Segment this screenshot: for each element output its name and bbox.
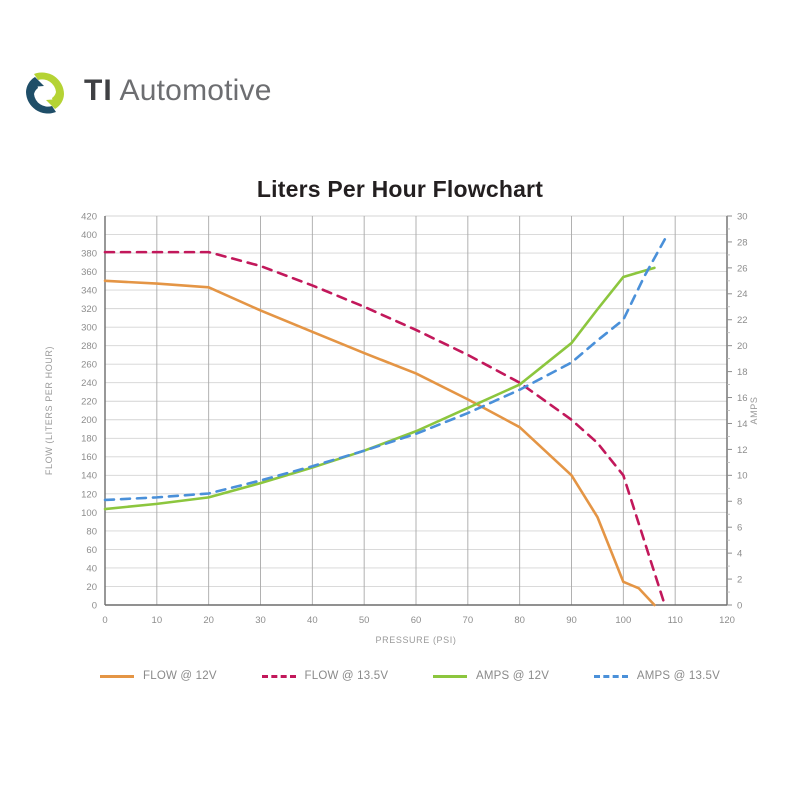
chart-legend: FLOW @ 12V FLOW @ 13.5V AMPS @ 12V AMPS @ 1… xyxy=(100,662,720,690)
legend-label: AMPS @ 13.5V xyxy=(636,670,720,682)
y2-axis-tick-label: 28 xyxy=(737,237,748,248)
flow-amps-line-chart: 0204060801001201401601802002202402602803… xyxy=(44,211,759,645)
y-axis-tick-label: 80 xyxy=(86,526,97,537)
legend-item-amps-13-5v[interactable]: AMPS @ 13.5V xyxy=(593,670,720,682)
x-axis-tick-label: 60 xyxy=(411,615,422,626)
x-axis-tick-label: 10 xyxy=(152,615,163,626)
y2-axis-tick-label: 14 xyxy=(737,419,748,430)
y-axis-tick-label: 200 xyxy=(81,415,97,426)
brand-logo: TI Automotive xyxy=(14,62,314,132)
legend-item-flow-13-5v[interactable]: FLOW @ 13.5V xyxy=(261,670,389,682)
series-line-amps-13-5v xyxy=(103,238,667,502)
x-axis-tick-label: 110 xyxy=(668,615,683,626)
y2-axis-tick-label: 24 xyxy=(737,289,748,300)
y-axis-tick-label: 260 xyxy=(81,360,97,371)
legend-swatch xyxy=(261,674,296,678)
y2-axis-tick-label: 4 xyxy=(737,549,742,560)
x-axis-tick-label: 50 xyxy=(359,615,370,626)
x-axis-tick-label: 90 xyxy=(566,615,577,626)
legend-item-flow-12v[interactable]: FLOW @ 12V xyxy=(100,670,217,682)
y2-axis-tick-label: 22 xyxy=(737,315,748,326)
y-axis-tick-label: 180 xyxy=(81,434,97,445)
y-axis-tick-label: 20 xyxy=(86,582,97,593)
y2-axis-tick-label: 6 xyxy=(737,523,742,534)
y2-axis-tick-label: 20 xyxy=(737,341,748,352)
y2-axis-tick-label: 8 xyxy=(737,497,742,508)
x-axis-tick-label: 120 xyxy=(719,615,735,626)
y-axis-tick-label: 280 xyxy=(81,341,97,352)
legend-swatch xyxy=(433,674,467,678)
legend-swatch xyxy=(100,674,134,678)
x-axis-tick-label: 80 xyxy=(514,615,525,626)
brand-name-ti: TI xyxy=(84,74,113,107)
y-axis-tick-label: 0 xyxy=(92,600,97,611)
y-axis-tick-label: 360 xyxy=(81,267,97,278)
y2-axis-title: AMPS xyxy=(749,397,759,425)
y-axis-tick-label: 420 xyxy=(81,211,97,222)
y-axis-tick-label: 240 xyxy=(81,378,97,389)
x-axis-title: PRESSURE (PSI) xyxy=(376,635,457,645)
y-axis-tick-label: 300 xyxy=(81,323,97,334)
y-axis-tick-label: 400 xyxy=(81,230,97,241)
y-axis-tick-label: 140 xyxy=(81,471,97,482)
series-line-flow-13-5v xyxy=(103,250,667,607)
legend-label: FLOW @ 13.5V xyxy=(304,670,389,682)
y-axis-tick-label: 340 xyxy=(81,285,97,296)
y2-axis-tick-label: 26 xyxy=(737,263,748,274)
y2-axis-tick-label: 12 xyxy=(737,445,748,456)
x-axis-tick-label: 0 xyxy=(102,615,107,626)
legend-swatch xyxy=(593,674,628,678)
series-line-amps-12v xyxy=(103,266,656,511)
y-axis-tick-label: 160 xyxy=(81,452,97,463)
y2-axis-tick-label: 18 xyxy=(737,367,748,378)
y-axis-tick-label: 60 xyxy=(86,545,97,556)
y-axis-tick-label: 380 xyxy=(81,248,97,259)
ti-automotive-circular-arrows-logo xyxy=(14,62,76,124)
series-line-flow-12v xyxy=(103,279,656,607)
legend-item-amps-12v[interactable]: AMPS @ 12V xyxy=(433,670,549,682)
y2-axis-tick-label: 16 xyxy=(737,393,748,404)
x-axis-tick-label: 100 xyxy=(615,615,631,626)
y-axis-tick-label: 100 xyxy=(81,508,97,519)
y2-axis-tick-label: 30 xyxy=(737,211,748,222)
y2-axis-tick-label: 2 xyxy=(737,574,742,585)
chart-title: Liters Per Hour Flowchart xyxy=(256,176,544,202)
y-axis-tick-label: 320 xyxy=(81,304,97,315)
x-axis-tick-label: 70 xyxy=(463,615,474,626)
y-axis-title: FLOW (LITERS PER HOUR) xyxy=(44,346,54,475)
y2-axis-tick-label: 0 xyxy=(737,600,742,611)
y-axis-tick-label: 120 xyxy=(81,489,97,500)
brand-wordmark: TI Automotive xyxy=(84,74,272,108)
x-axis-tick-label: 20 xyxy=(203,615,214,626)
legend-label: FLOW @ 12V xyxy=(143,670,217,682)
legend-label: AMPS @ 12V xyxy=(476,670,550,682)
brand-name-automotive: Automotive xyxy=(112,74,272,107)
x-axis-tick-label: 30 xyxy=(255,615,266,626)
y-axis-tick-label: 220 xyxy=(81,397,97,408)
y2-axis-tick-label: 10 xyxy=(737,471,748,482)
x-axis-tick-label: 40 xyxy=(307,615,318,626)
y-axis-tick-label: 40 xyxy=(86,563,97,574)
